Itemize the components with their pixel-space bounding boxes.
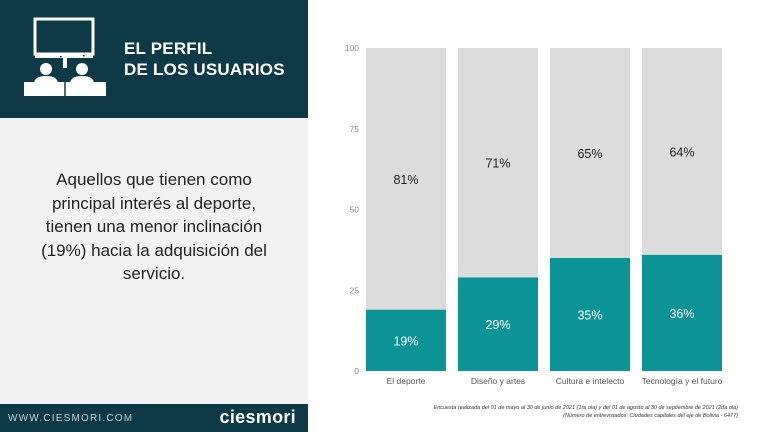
data-label-0-1: 81% <box>393 173 418 187</box>
bar-3-seg-0 <box>642 254 722 371</box>
category-label-2: Cultura e intelecto <box>556 376 625 386</box>
users-tv-icon <box>24 17 106 96</box>
y-tick-label-2: 50 <box>350 205 360 215</box>
category-label-1: Diseño y artes <box>471 376 525 386</box>
bar-0-seg-0 <box>366 309 446 371</box>
data-label-3-0: 36% <box>669 307 694 321</box>
survey-note-line2: (Número de entrevistados: Ciudades capit… <box>563 413 738 419</box>
insight-text: Aquellos que tienen como principal inter… <box>41 170 267 283</box>
stacked-bar-chart: 0 25 50 75 100 19% 81% El deporte 29% 71% Diseño y… <box>345 43 723 386</box>
left-panel: EL PERFIL DE LOS USUARIOS Aquellos que t… <box>0 0 308 432</box>
survey-note: Encuesta realizada del 01 de mayo al 30 … <box>336 404 738 420</box>
page-title: EL PERFIL DE LOS USUARIOS <box>124 38 304 80</box>
data-label-0-0: 19% <box>393 334 418 348</box>
header-band: EL PERFIL DE LOS USUARIOS <box>0 0 308 118</box>
y-tick-label-4: 100 <box>345 43 359 53</box>
website-link[interactable]: WWW.CIESMORI.COM <box>8 413 134 424</box>
data-label-2-0: 35% <box>577 308 602 322</box>
data-label-3-1: 64% <box>669 145 694 159</box>
data-label-2-1: 65% <box>577 147 602 161</box>
data-label-1-1: 71% <box>485 157 510 171</box>
category-label-3: Tecnología y el futuro <box>642 376 723 386</box>
y-tick-label-0: 0 <box>354 366 359 376</box>
category-label-0: El deporte <box>387 376 426 386</box>
bar-2-seg-1 <box>550 48 630 258</box>
brand-logo: ciesmori <box>219 407 296 427</box>
footer-band: WWW.CIESMORI.COM ciesmori <box>0 404 308 432</box>
bar-3-seg-1 <box>642 48 722 255</box>
bar-1-seg-0 <box>458 277 538 371</box>
survey-note-line1: Encuesta realizada del 01 de mayo al 30 … <box>433 405 738 411</box>
data-label-1-0: 29% <box>485 318 510 332</box>
bar-2-seg-0 <box>550 257 630 371</box>
bar-0-seg-1 <box>366 48 446 310</box>
bar-1-seg-1 <box>458 48 538 278</box>
y-tick-label-3: 75 <box>350 124 360 134</box>
page-title-line1: EL PERFIL <box>124 39 213 58</box>
page-title-line2: DE LOS USUARIOS <box>124 60 285 79</box>
y-tick-label-1: 25 <box>350 285 360 295</box>
